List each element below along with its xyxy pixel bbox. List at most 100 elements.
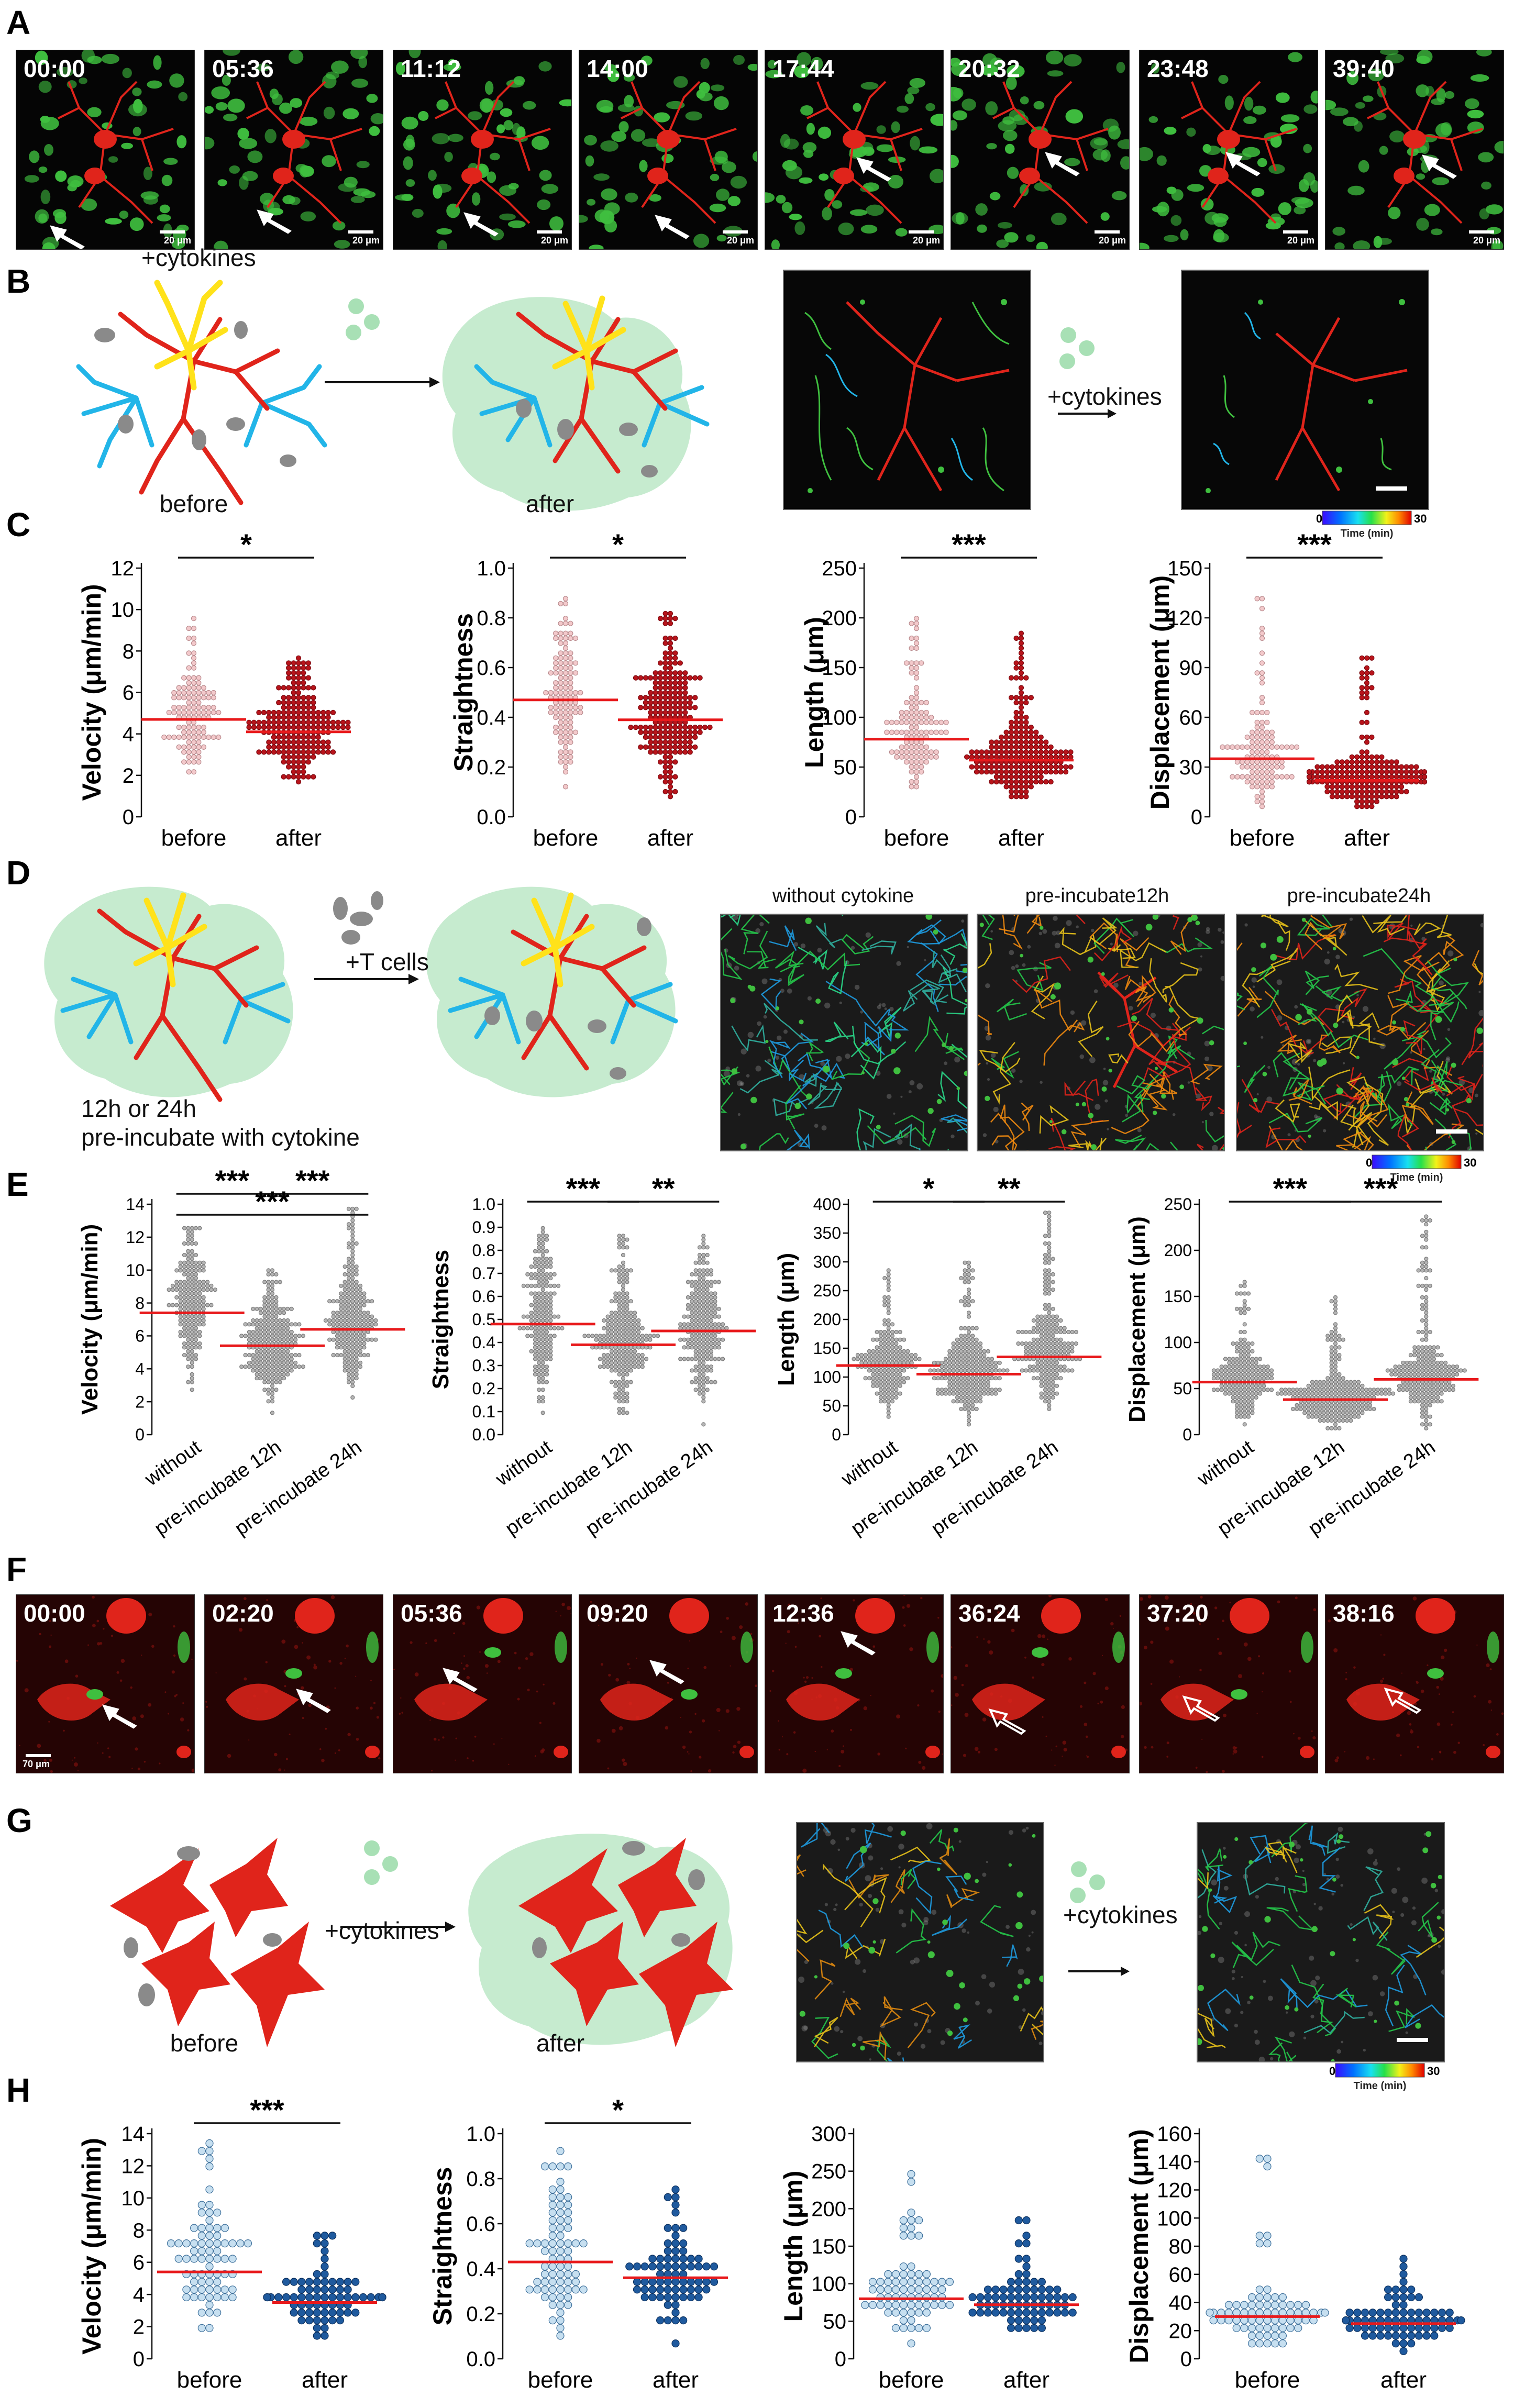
data-point bbox=[648, 749, 654, 755]
data-point bbox=[913, 764, 920, 770]
data-point bbox=[653, 729, 658, 735]
data-point bbox=[350, 1383, 355, 1388]
data-point bbox=[1420, 1260, 1425, 1265]
data-point bbox=[983, 764, 989, 770]
data-point bbox=[362, 1311, 367, 1315]
data-point bbox=[702, 2278, 711, 2286]
data-point bbox=[325, 719, 331, 725]
data-point bbox=[709, 1306, 714, 1311]
data-point bbox=[553, 715, 559, 720]
data-point bbox=[321, 2255, 329, 2263]
data-point bbox=[1223, 1357, 1228, 1361]
data-point bbox=[978, 1345, 983, 1350]
data-point bbox=[1215, 1368, 1220, 1373]
data-point bbox=[354, 1368, 359, 1373]
data-point bbox=[182, 1268, 187, 1273]
data-point bbox=[1058, 1318, 1063, 1323]
data-point bbox=[335, 1314, 339, 1319]
data-point bbox=[1354, 769, 1360, 775]
data-point bbox=[562, 749, 569, 755]
data-point bbox=[915, 2278, 923, 2286]
data-point bbox=[295, 759, 302, 765]
data-point bbox=[1349, 1383, 1353, 1388]
data-point bbox=[705, 1322, 710, 1327]
data-point bbox=[1058, 1349, 1063, 1353]
data-point bbox=[301, 700, 306, 705]
data-point bbox=[201, 685, 206, 691]
data-point bbox=[1279, 759, 1285, 765]
data-point bbox=[701, 1337, 706, 1342]
data-point bbox=[544, 1329, 549, 1335]
data-point bbox=[1242, 1395, 1247, 1400]
data-point bbox=[1325, 1391, 1330, 1396]
data-point bbox=[262, 1322, 267, 1327]
data-point bbox=[1013, 769, 1019, 775]
data-point bbox=[959, 1299, 964, 1304]
data-point bbox=[367, 2293, 375, 2302]
data-point bbox=[605, 1329, 610, 1335]
data-point bbox=[1264, 769, 1270, 775]
data-point bbox=[701, 1314, 706, 1319]
data-point bbox=[1063, 769, 1069, 775]
data-point bbox=[621, 1291, 626, 1296]
data-point bbox=[346, 1268, 351, 1273]
data-point bbox=[701, 1260, 706, 1265]
data-point bbox=[537, 1372, 542, 1377]
data-point bbox=[1262, 1372, 1266, 1377]
data-point bbox=[1420, 1411, 1425, 1415]
data-point bbox=[190, 1249, 194, 1253]
data-point bbox=[617, 1318, 622, 1323]
cell-pointer-arrow-icon bbox=[257, 209, 292, 234]
data-point bbox=[1043, 1376, 1048, 1381]
data-point bbox=[713, 1345, 717, 1350]
data-point bbox=[295, 764, 302, 770]
data-point bbox=[907, 2170, 915, 2178]
data-point bbox=[686, 1314, 690, 1319]
data-point bbox=[886, 1326, 891, 1330]
data-point bbox=[1047, 1345, 1052, 1350]
data-point bbox=[342, 1341, 347, 1346]
data-point bbox=[286, 725, 292, 730]
data-point bbox=[1424, 1345, 1429, 1350]
data-point bbox=[1416, 1357, 1421, 1361]
data-point bbox=[346, 1314, 351, 1319]
data-point bbox=[1405, 1380, 1409, 1384]
data-point bbox=[568, 715, 573, 720]
data-point bbox=[963, 1380, 967, 1384]
data-point bbox=[1068, 749, 1074, 755]
data-point bbox=[1405, 1360, 1409, 1365]
data-point bbox=[540, 1349, 545, 1353]
data-point bbox=[568, 739, 573, 745]
data-point bbox=[686, 1303, 690, 1307]
data-point bbox=[886, 1268, 891, 1273]
data-point bbox=[702, 2285, 711, 2294]
data-point bbox=[540, 1368, 545, 1373]
data-point bbox=[982, 1349, 987, 1353]
data-point bbox=[529, 1291, 534, 1296]
data-point bbox=[182, 1326, 187, 1330]
data-point bbox=[963, 1368, 967, 1373]
data-point bbox=[556, 2216, 565, 2225]
data-point bbox=[1364, 709, 1370, 715]
data-point bbox=[568, 680, 573, 686]
data-point bbox=[295, 705, 302, 711]
data-point bbox=[1354, 798, 1360, 804]
data-point bbox=[282, 1368, 286, 1373]
data-point bbox=[986, 1376, 990, 1381]
data-point bbox=[191, 729, 197, 735]
data-point bbox=[963, 1364, 967, 1369]
data-point bbox=[171, 690, 177, 696]
data-point bbox=[1318, 1391, 1322, 1396]
data-point bbox=[262, 1280, 267, 1284]
data-point bbox=[1047, 1283, 1052, 1288]
data-point bbox=[167, 1303, 171, 1307]
data-point bbox=[1428, 1357, 1432, 1361]
data-point bbox=[705, 1299, 710, 1304]
data-point bbox=[342, 1291, 347, 1296]
data-point bbox=[907, 2324, 915, 2332]
data-point bbox=[1023, 749, 1029, 755]
y-tick-label: 50 bbox=[823, 2310, 847, 2333]
data-point bbox=[1341, 1403, 1345, 1407]
data-point bbox=[558, 749, 563, 755]
data-point bbox=[358, 1337, 363, 1342]
